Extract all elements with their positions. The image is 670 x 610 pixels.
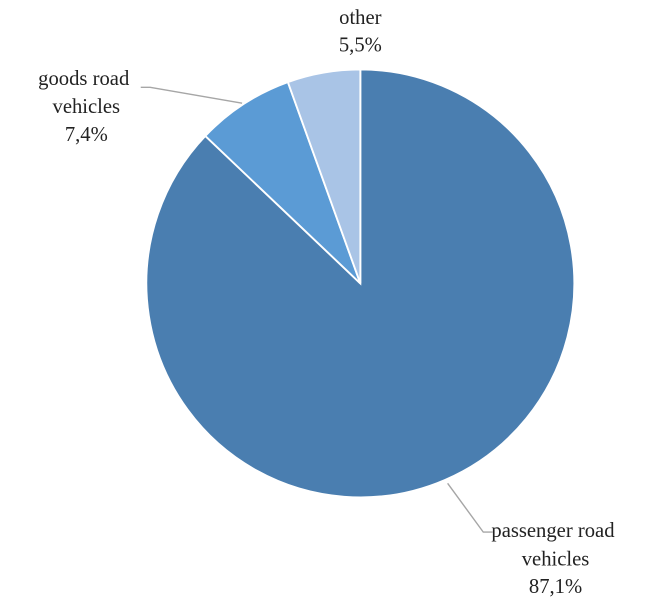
- value-label: 7,4%: [65, 124, 108, 146]
- pie-slice: [286, 68, 362, 284]
- label-line: goods road: [38, 68, 134, 90]
- label-line: vehicles: [53, 96, 121, 118]
- label-line: passenger road: [491, 520, 619, 542]
- label-line: other: [339, 7, 382, 29]
- slice-label: passenger road vehicles: [491, 520, 619, 570]
- value-label: 87,1%: [529, 576, 582, 598]
- leader-line: [447, 482, 493, 533]
- slice-label: goods road vehicles: [38, 68, 134, 118]
- label-line: vehicles: [522, 548, 590, 570]
- leader-line: [140, 86, 243, 104]
- pie-slice: [203, 80, 362, 285]
- slice-label: other: [339, 7, 382, 29]
- value-label: 5,5%: [339, 35, 382, 57]
